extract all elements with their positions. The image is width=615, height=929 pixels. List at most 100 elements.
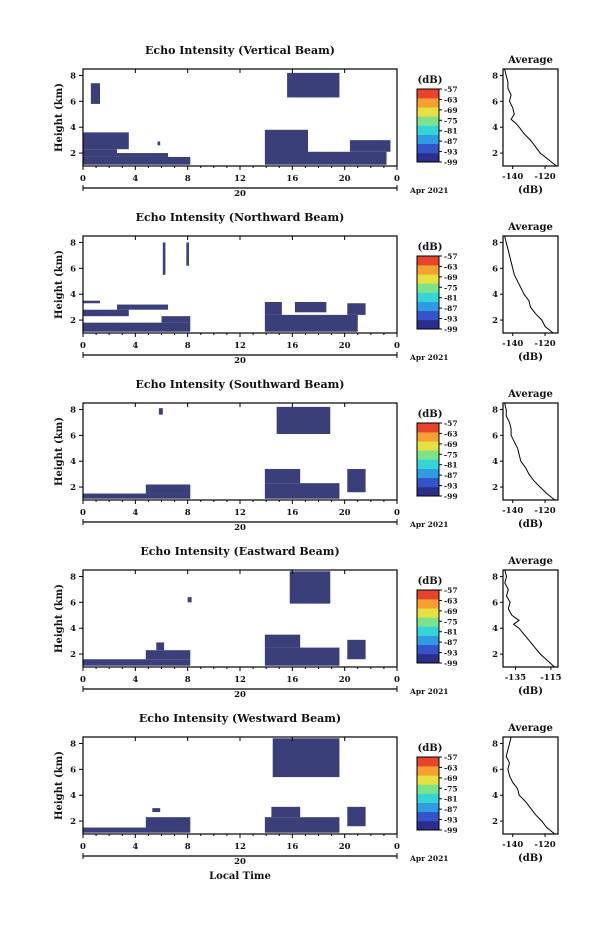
echo-region xyxy=(264,483,340,499)
colorbar-tick-label: -99 xyxy=(444,158,458,167)
echo-region xyxy=(145,484,191,494)
colorbar-tick-label: -81 xyxy=(444,127,458,136)
echo-region xyxy=(186,242,189,266)
echo-region xyxy=(83,156,191,165)
colorbar-band xyxy=(417,653,439,664)
date-label: Apr 2021 xyxy=(409,520,449,529)
echo-region xyxy=(289,571,331,604)
echo-region xyxy=(83,149,118,157)
average-y-tick-label: 6 xyxy=(492,431,498,441)
average-y-tick-label: 4 xyxy=(492,123,498,133)
panel-title: Echo Intensity (Northward Beam) xyxy=(136,211,345,224)
x-tick-label: 4 xyxy=(132,174,138,184)
colorbar-band xyxy=(417,459,439,469)
x-tick-label: 4 xyxy=(132,842,138,852)
y-tick-label: 8 xyxy=(70,238,76,248)
average-x-tick-label: -120 xyxy=(534,172,555,182)
colorbar-band xyxy=(417,635,439,646)
colorbar-band xyxy=(417,486,439,497)
colorbar-tick-label: -63 xyxy=(444,429,458,438)
colorbar-band xyxy=(417,310,439,321)
colorbar-tick-label: -69 xyxy=(444,106,458,115)
x-tick-label: 20 xyxy=(339,508,351,518)
echo-region xyxy=(83,493,191,499)
y-tick-label: 6 xyxy=(70,431,76,441)
average-x-tick-label: -140 xyxy=(502,840,523,850)
echo-region xyxy=(117,304,169,310)
echo-region xyxy=(264,468,301,484)
colorbar-tick-label: -75 xyxy=(444,450,458,459)
panels-group: Echo Intensity (Vertical Beam)0 4 8 12 16 20 0… xyxy=(54,44,562,867)
average-x-label: (dB) xyxy=(518,686,543,697)
colorbar-band xyxy=(417,143,439,154)
x-tick-label: 20 xyxy=(339,842,351,852)
average-line xyxy=(504,68,557,167)
average-frame xyxy=(502,235,559,334)
y-tick-label: 6 xyxy=(70,264,76,274)
colorbar-tick-label: -57 xyxy=(444,85,458,94)
x-tick-label: 8 xyxy=(185,508,191,518)
x-tick-label: 12 xyxy=(234,174,246,184)
x-tick-label: 16 xyxy=(286,842,298,852)
echo-region xyxy=(347,806,366,827)
echo-region xyxy=(287,72,340,98)
date-label: Apr 2021 xyxy=(409,687,449,696)
x-tick-label: 0 xyxy=(394,675,400,685)
x-tick-label: 0 xyxy=(394,174,400,184)
average-y-tick-label: 4 xyxy=(492,791,498,801)
average-y-tick-label: 2 xyxy=(492,149,498,159)
echo-region xyxy=(347,303,366,315)
x-tick-label: 8 xyxy=(185,174,191,184)
colorbar-band xyxy=(417,784,439,794)
x-tick-label: 8 xyxy=(185,842,191,852)
colorbar-band xyxy=(417,626,439,636)
average-y-tick-label: 8 xyxy=(492,405,498,415)
colorbar-band xyxy=(417,134,439,145)
echo-region xyxy=(264,817,340,833)
average-title: Average xyxy=(507,723,553,734)
colorbar-band xyxy=(417,274,439,284)
colorbar-tick-label: -93 xyxy=(444,649,458,658)
colorbar-tick-label: -75 xyxy=(444,784,458,793)
colorbar-band xyxy=(417,107,439,117)
colorbar-tick-label: -81 xyxy=(444,795,458,804)
y-axis-label: Height (km) xyxy=(54,250,65,319)
colorbar-tick-label: -81 xyxy=(444,628,458,637)
x-tick-label: 20 xyxy=(339,341,351,351)
panel-5: Echo Intensity (Westward Beam) 0 4 8 12 16 20 0… xyxy=(54,712,559,867)
average-y-tick-label: 2 xyxy=(492,817,498,827)
echo-region xyxy=(308,151,387,165)
date-label: Apr 2021 xyxy=(409,353,449,362)
date-label: Apr 2021 xyxy=(409,854,449,863)
average-x-tick-label: -140 xyxy=(502,506,523,516)
echo-region xyxy=(156,642,165,651)
colorbar-tick-label: -93 xyxy=(444,482,458,491)
average-y-tick-label: 8 xyxy=(492,71,498,81)
average-y-tick-label: 2 xyxy=(492,316,498,326)
average-line xyxy=(504,402,556,501)
colorbar-frame xyxy=(416,255,440,330)
colorbar-tick-label: -63 xyxy=(444,596,458,605)
colorbar-band xyxy=(417,319,439,330)
y-tick-label: 4 xyxy=(70,457,76,467)
y-axis-label: Height (km) xyxy=(54,417,65,486)
average-title: Average xyxy=(507,389,553,400)
colorbar-tick-label: -81 xyxy=(444,294,458,303)
colorbar-tick-label: -69 xyxy=(444,774,458,783)
echo-region xyxy=(117,153,169,157)
colorbar-tick-label: -63 xyxy=(444,262,458,271)
y-tick-label: 4 xyxy=(70,624,76,634)
average-line xyxy=(504,235,554,334)
echo-region xyxy=(83,827,191,833)
x-tick-label: 20 xyxy=(339,675,351,685)
colorbar-tick-label: -87 xyxy=(444,304,458,313)
echo-region xyxy=(158,408,163,415)
colorbar-frame xyxy=(416,756,440,831)
colorbar-band xyxy=(417,608,439,618)
colorbar-unit: (dB) xyxy=(418,409,443,420)
y-tick-label: 2 xyxy=(70,650,76,660)
panel-4: Echo Intensity (Eastward Beam) 0 4 8 12 16 20 0… xyxy=(54,545,562,700)
colorbar-band xyxy=(417,477,439,488)
colorbar-band xyxy=(417,775,439,785)
x-tick-label: 4 xyxy=(132,508,138,518)
